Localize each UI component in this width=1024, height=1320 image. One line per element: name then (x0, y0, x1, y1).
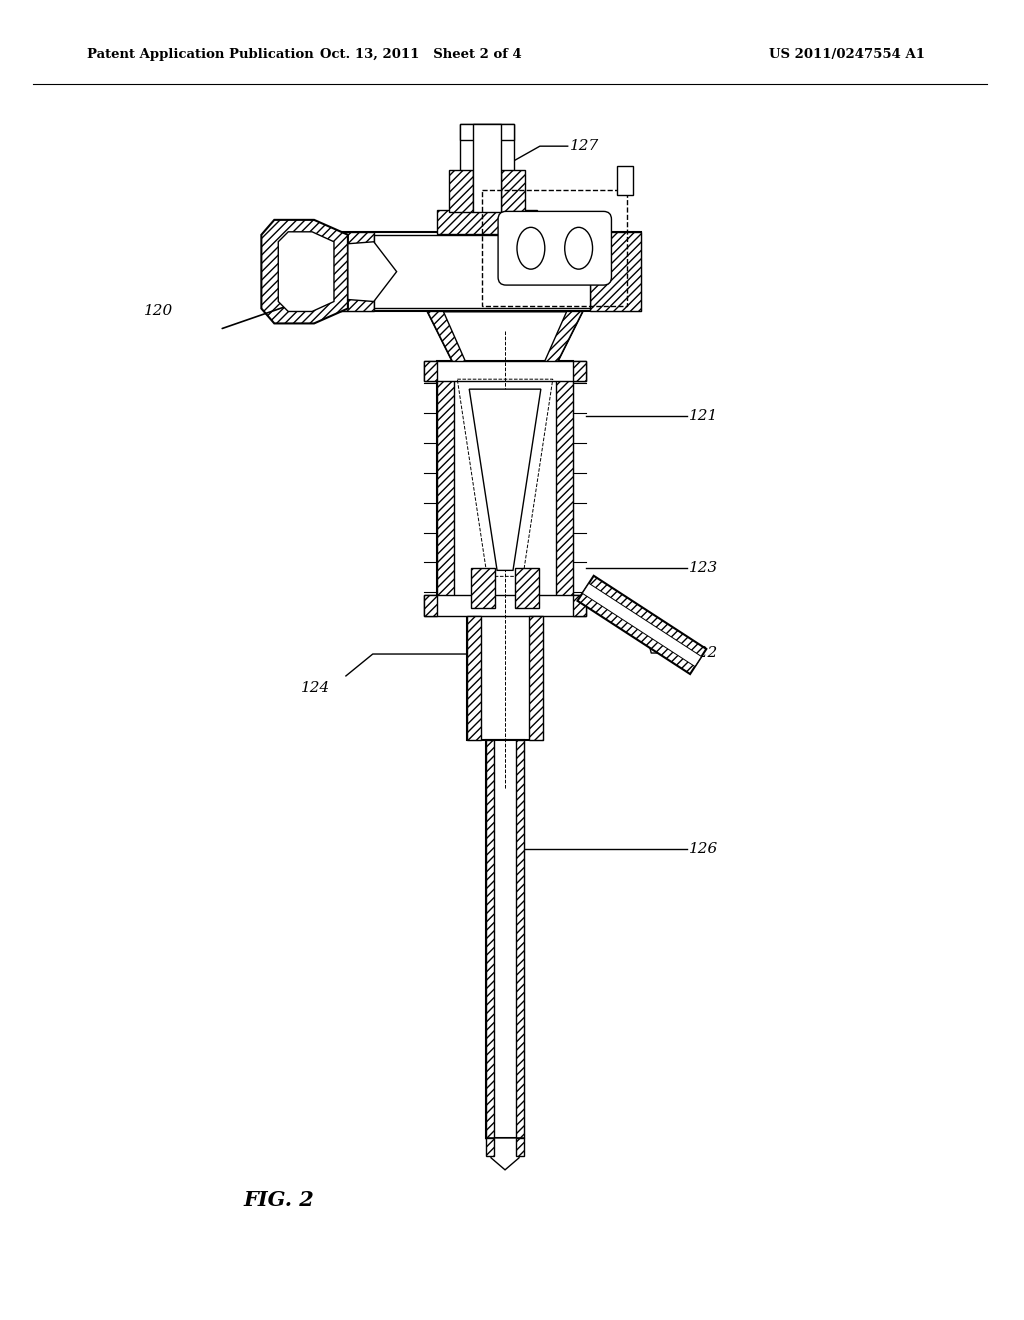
Bar (425, 362, 586, 381)
Bar (437, 362, 455, 610)
Polygon shape (427, 312, 466, 363)
Bar (471, 569, 495, 609)
Polygon shape (469, 389, 541, 570)
Text: 126: 126 (689, 842, 718, 857)
Bar (437, 362, 572, 610)
Bar (482, 190, 628, 306)
Polygon shape (578, 576, 707, 675)
Bar (572, 362, 586, 381)
Ellipse shape (517, 227, 545, 269)
Bar (437, 210, 537, 234)
Ellipse shape (564, 227, 593, 269)
Bar (617, 166, 633, 195)
Text: Oct. 13, 2011   Sheet 2 of 4: Oct. 13, 2011 Sheet 2 of 4 (319, 48, 521, 61)
Text: US 2011/0247554 A1: US 2011/0247554 A1 (769, 48, 925, 61)
Bar (515, 569, 539, 609)
Text: 127: 127 (569, 139, 599, 153)
Bar (425, 595, 437, 616)
Bar (572, 595, 586, 616)
Polygon shape (319, 232, 641, 312)
Text: 124: 124 (301, 681, 331, 694)
Polygon shape (427, 312, 583, 363)
Text: 122: 122 (689, 645, 718, 660)
Polygon shape (544, 312, 583, 363)
Bar (486, 739, 495, 1138)
Bar (374, 235, 590, 309)
Bar (473, 124, 501, 213)
Text: Patent Application Publication: Patent Application Publication (87, 48, 314, 61)
Bar (450, 170, 473, 213)
Bar (425, 595, 586, 616)
Bar (467, 616, 543, 739)
Text: 123: 123 (689, 561, 718, 576)
FancyBboxPatch shape (498, 211, 611, 285)
Polygon shape (279, 232, 334, 312)
Bar (467, 616, 481, 739)
Bar (501, 170, 525, 213)
Bar (425, 362, 437, 381)
Bar (486, 1138, 495, 1156)
Bar (590, 232, 641, 312)
Polygon shape (486, 1138, 524, 1170)
Bar (319, 232, 374, 312)
Polygon shape (261, 220, 348, 323)
Bar (556, 362, 572, 610)
Text: 120: 120 (144, 305, 173, 318)
Bar (516, 739, 524, 1138)
Text: 121: 121 (689, 409, 718, 422)
Polygon shape (348, 242, 396, 301)
Bar (460, 124, 514, 140)
Bar (460, 124, 514, 172)
Bar (529, 616, 543, 739)
Bar (516, 1138, 524, 1156)
Text: FIG. 2: FIG. 2 (244, 1189, 314, 1209)
Polygon shape (583, 583, 701, 667)
Bar (486, 739, 524, 1138)
